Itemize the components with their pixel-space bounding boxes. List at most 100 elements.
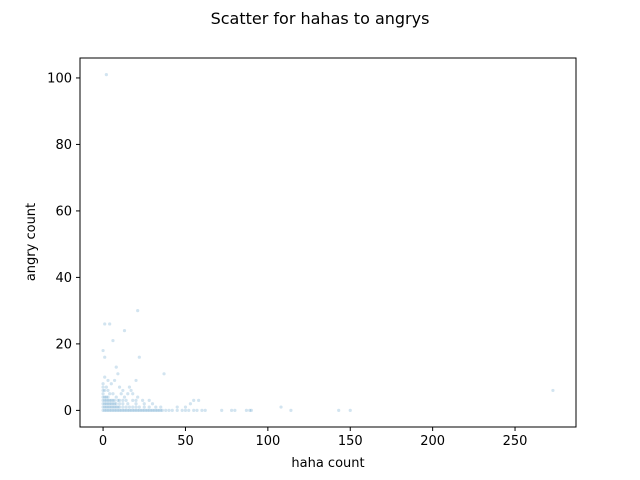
data-point: [121, 402, 125, 406]
data-point: [103, 405, 107, 409]
data-point: [136, 408, 140, 412]
data-point: [142, 408, 146, 412]
data-point: [126, 402, 130, 406]
data-point: [137, 355, 141, 359]
data-point: [109, 398, 113, 403]
data-point: [348, 408, 352, 412]
data-point: [131, 405, 135, 409]
data-point: [134, 402, 138, 406]
data-point: [104, 402, 108, 406]
data-point: [116, 408, 120, 412]
data-point: [142, 402, 146, 406]
data-point: [108, 405, 112, 409]
data-point: [113, 398, 117, 403]
data-point: [108, 408, 112, 412]
data-point: [154, 405, 158, 409]
data-point: [139, 408, 143, 412]
data-point: [108, 322, 112, 326]
data-point: [108, 398, 112, 403]
data-point: [106, 402, 110, 406]
data-point: [113, 405, 117, 409]
data-point: [233, 408, 237, 412]
data-point: [134, 378, 138, 383]
data-point: [126, 408, 130, 412]
y-tick-label: 60: [55, 204, 72, 219]
data-point: [111, 402, 115, 406]
data-point: [203, 408, 207, 412]
data-point: [117, 408, 122, 412]
data-point: [109, 405, 113, 409]
data-point: [109, 408, 113, 412]
data-point: [159, 405, 163, 409]
data-point: [188, 402, 193, 406]
data-point: [147, 408, 151, 412]
data-point: [116, 398, 120, 403]
y-tick-label: 0: [64, 404, 72, 419]
data-point: [111, 392, 115, 396]
data-point: [147, 405, 151, 409]
data-point: [230, 408, 234, 412]
data-point: [121, 388, 125, 393]
data-point: [101, 398, 105, 403]
plot-frame: [79, 57, 577, 428]
data-point: [150, 402, 155, 406]
data-point: [126, 392, 130, 396]
data-point: [121, 398, 125, 403]
data-point: [134, 405, 138, 409]
x-tick-label: 250: [503, 434, 528, 449]
data-point: [187, 408, 191, 412]
data-point: [149, 408, 153, 412]
data-point: [244, 408, 249, 412]
data-point: [141, 408, 145, 412]
data-point: [114, 395, 118, 399]
data-point: [155, 408, 160, 412]
data-point: [103, 322, 107, 326]
data-point: [220, 408, 224, 412]
data-point: [131, 398, 135, 403]
x-tick-label: 100: [255, 434, 280, 449]
data-point: [117, 402, 122, 406]
data-point: [116, 372, 120, 376]
data-point: [145, 408, 150, 412]
data-point: [167, 408, 171, 412]
data-point: [101, 392, 105, 396]
data-point: [106, 408, 110, 412]
data-point: [114, 408, 118, 412]
data-point: [101, 382, 105, 386]
y-tick-label: 100: [47, 71, 72, 86]
data-point: [279, 405, 283, 409]
data-point: [116, 405, 120, 409]
data-point: [127, 408, 132, 412]
data-point: [103, 388, 107, 393]
data-point: [122, 395, 127, 399]
x-axis-label: haha count: [291, 456, 364, 471]
data-point: [104, 398, 108, 403]
x-axis-ticks: 0 50 100 150 200 250: [99, 427, 528, 449]
data-point: [162, 372, 166, 376]
data-point: [154, 408, 158, 412]
data-point: [101, 408, 105, 412]
data-point: [122, 328, 127, 333]
data-point: [103, 398, 107, 403]
data-point: [111, 405, 115, 409]
data-point: [117, 398, 122, 403]
data-point: [117, 385, 122, 389]
data-point: [124, 408, 128, 412]
data-point: [103, 355, 107, 359]
data-point: [119, 408, 123, 412]
data-point: [147, 398, 151, 403]
data-point: [106, 388, 110, 393]
data-points: [101, 73, 555, 412]
data-point: [136, 309, 140, 313]
data-point: [124, 405, 128, 409]
y-tick-label: 20: [55, 337, 72, 352]
data-point: [101, 402, 105, 406]
data-point: [101, 405, 105, 409]
data-point: [160, 408, 164, 412]
data-point: [114, 365, 118, 369]
data-point: [195, 408, 199, 412]
data-point: [106, 395, 110, 399]
data-point: [111, 398, 115, 403]
data-point: [137, 405, 141, 409]
